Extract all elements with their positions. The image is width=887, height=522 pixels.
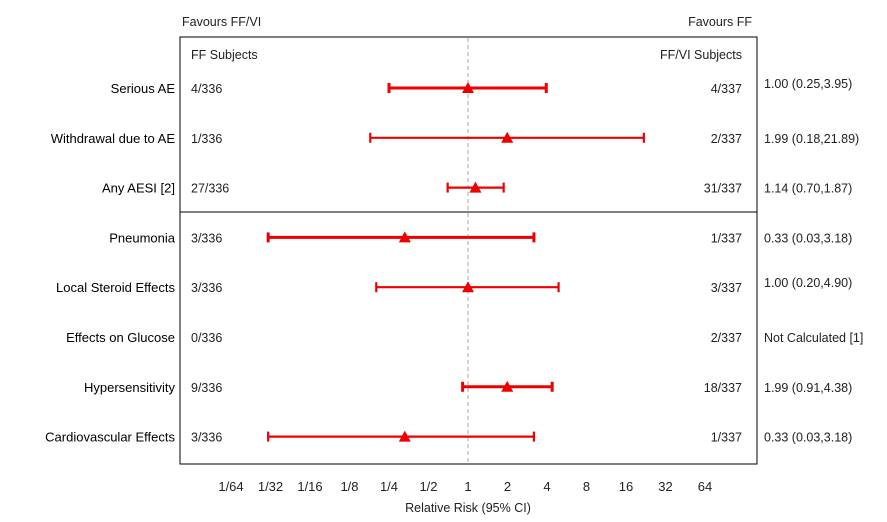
point-estimate-marker — [462, 281, 474, 293]
x-tick-label: 1/8 — [340, 479, 358, 494]
header-favours-left: Favours FF/VI — [182, 15, 261, 29]
rr-ci-text: 0.33 (0.03,3.18) — [764, 431, 852, 445]
rr-ci-text: 1.99 (0.91,4.38) — [764, 381, 852, 395]
ffvi-count: 2/337 — [711, 132, 742, 146]
forest-rows: Serious AE 4/336 4/337 1.00 (0.25,3.95) With… — [45, 77, 863, 445]
x-tick-label: 1/4 — [380, 479, 398, 494]
row-local-steroid-effects: Local Steroid Effects 3/336 3/337 1.00 (0.2… — [56, 276, 852, 295]
ff-count: 9/336 — [191, 381, 222, 395]
point-estimate-marker — [398, 430, 411, 442]
ff-count: 1/336 — [191, 132, 222, 146]
x-tick-label: 8 — [583, 479, 590, 494]
point-estimate-marker — [501, 131, 514, 143]
row-label: Cardiovascular Effects — [45, 430, 175, 445]
ffvi-count: 31/337 — [704, 182, 742, 196]
x-tick-label: 1/32 — [258, 479, 283, 494]
row-label: Local Steroid Effects — [56, 280, 175, 295]
rr-ci-text: 0.33 (0.03,3.18) — [764, 231, 852, 245]
x-tick-label: 2 — [504, 479, 511, 494]
point-estimate-marker — [462, 82, 474, 93]
ff-count: 0/336 — [191, 331, 222, 345]
row-label: Pneumonia — [109, 230, 176, 245]
ff-count: 3/336 — [191, 281, 222, 295]
ff-count: 4/336 — [191, 82, 222, 96]
row-effects-on-glucose: Effects on Glucose 0/336 2/337 Not Calculat… — [66, 330, 863, 345]
rr-ci-text: 1.00 (0.20,4.90) — [764, 276, 852, 290]
ffvi-count: 18/337 — [704, 381, 742, 395]
row-label: Any AESI [2] — [102, 181, 175, 196]
x-axis-label: Relative Risk (95% CI) — [405, 501, 531, 515]
point-estimate-marker — [469, 181, 482, 193]
x-tick-label: 1 — [464, 479, 471, 494]
ff-count: 3/336 — [191, 231, 222, 245]
row-any-aesi-2: Any AESI [2] 27/336 31/337 1.14 (0.70,1.87) — [102, 181, 852, 196]
column-header-ffvi-subjects: FF/VI Subjects — [660, 48, 742, 62]
row-label: Serious AE — [111, 81, 176, 96]
row-serious-ae: Serious AE 4/336 4/337 1.00 (0.25,3.95) — [111, 77, 853, 96]
row-label: Withdrawal due to AE — [51, 131, 176, 146]
row-cardiovascular-effects: Cardiovascular Effects 3/336 1/337 0.33 (0.… — [45, 430, 852, 445]
x-tick-label: 1/16 — [297, 479, 322, 494]
row-label: Effects on Glucose — [66, 330, 175, 345]
point-estimate-marker — [501, 380, 514, 392]
ffvi-count: 1/337 — [711, 431, 742, 445]
ffvi-count: 4/337 — [711, 82, 742, 96]
x-tick-label: 16 — [619, 479, 633, 494]
column-header-ff-subjects: FF Subjects — [191, 48, 258, 62]
x-tick-label: 64 — [698, 479, 712, 494]
row-pneumonia: Pneumonia 3/336 1/337 0.33 (0.03,3.18) — [109, 230, 852, 245]
ff-count: 27/336 — [191, 182, 229, 196]
plot-frame — [179, 36, 758, 465]
rr-ci-text: 1.00 (0.25,3.95) — [764, 77, 852, 91]
row-hypersensitivity: Hypersensitivity 9/336 18/337 1.99 (0.91,4.… — [84, 380, 852, 395]
x-tick-label: 32 — [658, 479, 672, 494]
x-tick-label: 1/2 — [419, 479, 437, 494]
row-withdrawal-due-to-ae: Withdrawal due to AE 1/336 2/337 1.99 (0.18… — [51, 131, 860, 146]
ffvi-count: 2/337 — [711, 331, 742, 345]
rr-ci-text: Not Calculated [1] — [764, 331, 863, 345]
x-tick-label: 4 — [543, 479, 550, 494]
header-favours-right: Favours FF — [688, 15, 752, 29]
x-axis: 1/64 1/32 1/16 1/8 1/4 1/2 1 2 4 8 16 32 64 — [218, 479, 712, 494]
ffvi-count: 3/337 — [711, 281, 742, 295]
point-estimate-marker — [398, 231, 411, 243]
ff-count: 3/336 — [191, 431, 222, 445]
row-label: Hypersensitivity — [84, 380, 176, 395]
rr-ci-text: 1.99 (0.18,21.89) — [764, 132, 859, 146]
rr-ci-text: 1.14 (0.70,1.87) — [764, 182, 852, 196]
x-tick-label: 1/64 — [218, 479, 243, 494]
ffvi-count: 1/337 — [711, 231, 742, 245]
